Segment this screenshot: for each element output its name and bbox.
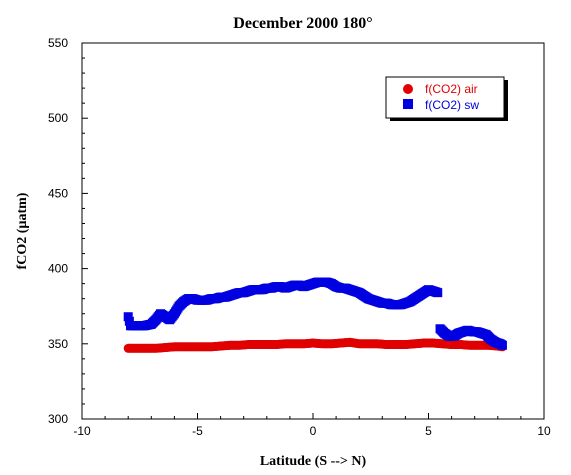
y-tick-label: 500 <box>48 111 68 125</box>
legend-box <box>385 76 505 119</box>
legend-air-label: f(CO2) air <box>425 82 478 96</box>
sw-point <box>123 312 133 322</box>
series-sw <box>123 277 507 350</box>
legend-sw-marker <box>403 99 413 109</box>
x-tick-label: -5 <box>192 424 203 438</box>
sw-point <box>124 316 134 326</box>
sw-point <box>497 340 507 350</box>
x-tick-label: -10 <box>73 424 91 438</box>
legend-air-marker <box>403 84 413 94</box>
x-axis: -10 -5 0 5 10 <box>73 413 551 438</box>
legend: f(CO2) air f(CO2) sw <box>385 76 508 121</box>
y-tick-label: 300 <box>48 412 68 426</box>
y-tick-label: 400 <box>48 262 68 276</box>
sw-point <box>433 288 443 298</box>
y-tick-label: 450 <box>48 186 68 200</box>
y-axis: 300 350 400 450 500 550 <box>48 36 88 426</box>
legend-sw-label: f(CO2) sw <box>425 98 479 112</box>
x-tick-label: 10 <box>537 424 551 438</box>
x-axis-label: Latitude (S --> N) <box>260 454 367 469</box>
y-tick-label: 550 <box>48 36 68 50</box>
x-tick-label: 0 <box>310 424 317 438</box>
y-axis-label: fCO2 (µatm) <box>15 192 30 269</box>
y-tick-label: 350 <box>48 337 68 351</box>
series-air <box>123 337 507 353</box>
chart-title: December 2000 180° <box>233 15 372 32</box>
x-tick-label: 5 <box>425 424 432 438</box>
